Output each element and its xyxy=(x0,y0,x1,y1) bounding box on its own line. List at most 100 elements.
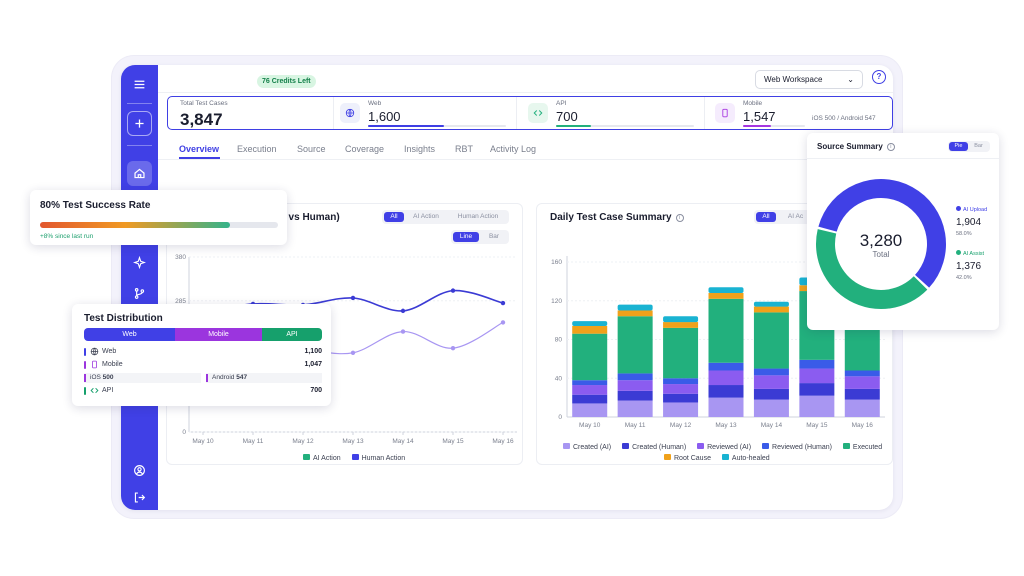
x-tick-label: May 10 xyxy=(579,422,601,429)
view-line[interactable]: Line xyxy=(453,232,479,242)
bar-segment xyxy=(844,370,880,377)
legend-created-human: Created (Human) xyxy=(622,443,686,451)
daily-filter-toggle: All AI Ac xyxy=(754,210,814,224)
success-rate-delta: +8% since last run xyxy=(40,233,94,240)
x-tick-label: May 16 xyxy=(852,422,874,429)
donut-slice-ai-upload xyxy=(818,178,946,288)
stat-mobile-value: 1,547 xyxy=(743,109,776,124)
tab-source[interactable]: Source xyxy=(297,144,326,154)
daily-summary-title: Daily Test Case Summary i xyxy=(550,212,684,223)
sidebar xyxy=(121,65,158,510)
bar-segment xyxy=(663,402,699,417)
x-tick-label: May 15 xyxy=(806,422,828,429)
source-summary-card: Source Summary i Pie Bar 3,280 Total AI U… xyxy=(807,133,999,330)
bar-segment xyxy=(572,325,608,334)
sidebar-divider xyxy=(127,145,152,146)
y-tick-label: 0 xyxy=(182,429,186,436)
data-point xyxy=(450,345,456,351)
stat-total: Total Test Cases 3,847 xyxy=(180,97,330,129)
legend-root-cause: Root Cause xyxy=(664,454,711,462)
code-icon xyxy=(90,387,99,394)
filter-all[interactable]: All xyxy=(384,212,404,222)
sparkle-icon[interactable] xyxy=(127,250,152,275)
bar-segment xyxy=(617,316,653,374)
bar-segment xyxy=(663,378,699,385)
tab-insights[interactable]: Insights xyxy=(404,144,436,154)
x-tick-label: May 11 xyxy=(625,422,646,429)
globe-icon xyxy=(90,347,99,356)
filter-human-action[interactable]: Human Action xyxy=(457,213,499,220)
bar-segment xyxy=(572,403,608,417)
stat-divider xyxy=(333,97,334,129)
tab-coverage[interactable]: Coverage xyxy=(345,144,385,154)
stat-mobile-sub: iOS 500 / Android 547 xyxy=(812,115,876,122)
view-bar[interactable]: Bar xyxy=(488,233,500,240)
stat-divider xyxy=(516,97,517,129)
bar-segment xyxy=(844,388,880,400)
stat-web-value: 1,600 xyxy=(368,109,401,124)
api-progress xyxy=(556,125,694,127)
x-tick-label: May 15 xyxy=(442,438,464,445)
source-item-ai-upload: AI Upload 1,904 58.0% xyxy=(956,206,988,237)
y-tick-label: 0 xyxy=(558,414,562,421)
bar-segment xyxy=(617,390,653,401)
add-button[interactable] xyxy=(127,111,152,136)
success-rate-fill xyxy=(40,222,231,228)
segment-web[interactable]: Web xyxy=(84,328,175,341)
source-view-bar[interactable]: Bar xyxy=(974,143,983,149)
bar-segment xyxy=(663,384,699,394)
bar-segment xyxy=(844,376,880,389)
bar-segment xyxy=(708,385,744,398)
menu-icon[interactable] xyxy=(127,72,152,97)
x-tick-label: May 10 xyxy=(192,438,214,445)
x-tick-label: May 14 xyxy=(392,438,414,445)
bar-segment xyxy=(708,397,744,417)
tab-overview[interactable]: Overview xyxy=(179,144,220,154)
tab-activity-log[interactable]: Activity Log xyxy=(490,144,537,154)
source-view-toggle: Pie Bar xyxy=(948,141,990,152)
line-chart: 0 285 380 May 10 May 11 May 12 May 13 May 14 May… xyxy=(175,254,517,445)
filter-ai-action[interactable]: AI Action xyxy=(413,213,439,220)
workspace-select[interactable]: Web Workspace ⌄ xyxy=(755,70,863,89)
distribution-title: Test Distribution xyxy=(84,313,163,324)
stat-web: Web 1,600 xyxy=(340,97,520,129)
y-tick-label: 380 xyxy=(175,254,186,261)
legend-executed: Executed xyxy=(842,443,882,451)
bar-segment xyxy=(663,322,699,328)
source-view-pie[interactable]: Pie xyxy=(949,142,968,151)
help-icon[interactable]: ? xyxy=(872,70,886,84)
success-rate-card: 80% Test Success Rate +8% since last run xyxy=(30,190,287,245)
android-count: Android 547 xyxy=(206,373,322,383)
bar-segment xyxy=(663,393,699,403)
bar-segment xyxy=(708,287,744,293)
data-point xyxy=(400,308,406,314)
data-point xyxy=(500,320,506,325)
tab-rbt[interactable]: RBT xyxy=(455,144,473,154)
legend-reviewed-human: Reviewed (Human) xyxy=(762,443,832,451)
bar-segment xyxy=(799,383,835,396)
bar-segment xyxy=(708,362,744,371)
home-icon[interactable] xyxy=(127,161,152,186)
info-icon: i xyxy=(675,214,684,222)
distribution-row-web: Web 1,100 xyxy=(84,346,322,358)
logout-icon[interactable] xyxy=(127,485,152,510)
sidebar-divider xyxy=(127,103,152,104)
segment-api[interactable]: API xyxy=(262,328,322,341)
tab-execution[interactable]: Execution xyxy=(237,144,277,154)
bar-segment xyxy=(572,333,608,381)
bar-segment xyxy=(753,388,789,400)
user-icon[interactable] xyxy=(127,458,152,483)
daily-filter-all[interactable]: All xyxy=(756,212,776,222)
legend-auto-healed: Auto-healed xyxy=(721,454,770,462)
web-progress xyxy=(368,125,506,127)
ai-vs-human-title: I vs Human) xyxy=(283,212,340,223)
daily-filter-ai[interactable]: AI Ac xyxy=(787,213,804,220)
x-tick-label: May 16 xyxy=(492,438,514,445)
segment-mobile[interactable]: Mobile xyxy=(175,328,262,341)
x-tick-label: May 12 xyxy=(292,438,314,445)
bar-segment xyxy=(753,301,789,307)
legend-created-ai: Created (AI) xyxy=(563,443,611,451)
data-point xyxy=(500,300,506,306)
app-window: 76 Credits Left Web Workspace ⌄ ? Total … xyxy=(121,65,893,510)
branch-icon[interactable] xyxy=(127,281,152,306)
